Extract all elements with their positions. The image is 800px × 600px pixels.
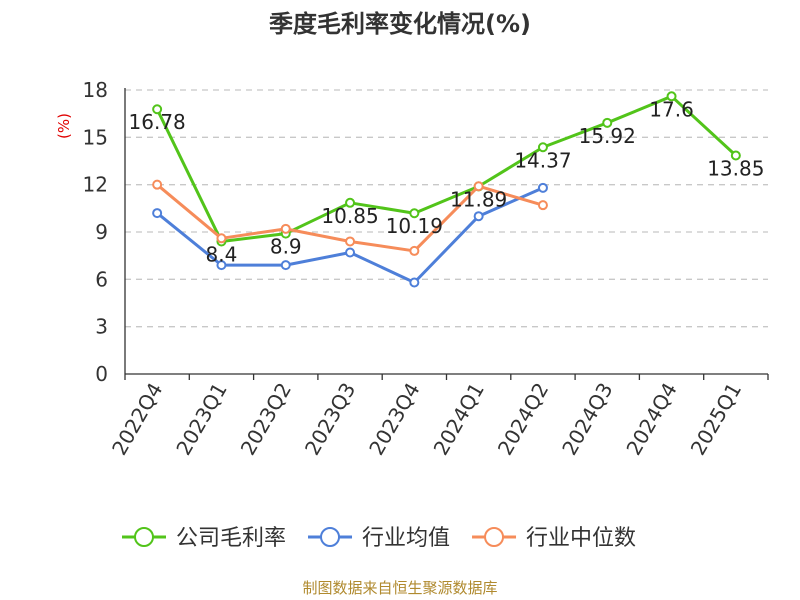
y-tick-label: 0 <box>95 362 108 386</box>
x-tick-label: 2023Q1 <box>171 379 231 460</box>
data-point <box>216 233 227 244</box>
data-point <box>537 142 548 153</box>
x-tick-label: 2025Q1 <box>686 379 746 460</box>
data-point <box>537 200 548 211</box>
legend: 公司毛利率 行业均值 行业中位数 <box>122 526 636 551</box>
y-tick-label: 6 <box>95 267 108 291</box>
data-point <box>602 117 613 128</box>
data-point <box>345 197 356 208</box>
data-label: 8.4 <box>206 242 238 266</box>
x-tick-label: 2023Q3 <box>300 379 360 460</box>
data-point <box>280 223 291 234</box>
y-tick-label: 12 <box>83 173 108 197</box>
data-point <box>152 179 163 190</box>
data-point <box>345 247 356 258</box>
data-point <box>280 260 291 271</box>
series-lines <box>152 91 741 288</box>
x-tick-label: 2024Q1 <box>429 379 489 460</box>
source-note: 制图数据来自恒生聚源数据库 <box>302 579 497 597</box>
y-tick-label: 18 <box>83 78 108 102</box>
data-label: 13.85 <box>707 156 764 180</box>
x-tick-label: 2024Q2 <box>493 379 553 460</box>
x-tick-label: 2023Q4 <box>364 379 424 460</box>
legend-label: 行业中位数 <box>526 526 636 551</box>
y-axis-unit: (%) <box>55 113 73 139</box>
data-label: 10.85 <box>321 204 378 228</box>
data-point <box>345 236 356 247</box>
data-point <box>409 208 420 219</box>
chart-title: 季度毛利率变化情况(%) <box>269 10 531 38</box>
legend-marker <box>484 527 505 547</box>
y-tick-label: 15 <box>83 125 108 149</box>
data-label: 11.89 <box>450 187 507 211</box>
legend-label: 公司毛利率 <box>176 526 286 551</box>
data-label: 15.92 <box>579 124 636 148</box>
axes: 0 3 6 9 12 15 18 2022Q4 2023Q1 2023Q2 2023Q3 2023Q4… <box>83 78 769 460</box>
grid-lines <box>125 89 768 328</box>
y-tick-label: 3 <box>95 315 108 339</box>
data-labels: 16.78 8.4 8.9 10.85 10.19 11.89 14.37 15.92 17.6… <box>129 97 765 266</box>
data-label: 8.9 <box>270 235 302 259</box>
data-point <box>409 245 420 256</box>
data-label: 10.19 <box>386 214 443 238</box>
x-tick-label: 2023Q2 <box>236 379 296 460</box>
legend-label: 行业均值 <box>362 526 450 551</box>
data-point <box>216 260 227 271</box>
data-label: 16.78 <box>129 110 186 134</box>
data-point <box>730 150 741 161</box>
data-point <box>409 277 420 288</box>
x-tick-label: 2024Q3 <box>557 379 617 460</box>
legend-marker <box>320 527 341 547</box>
data-point <box>152 104 163 115</box>
data-point <box>666 91 677 102</box>
data-label: 14.37 <box>514 148 571 172</box>
data-point <box>473 181 484 192</box>
x-tick-label: 2022Q4 <box>107 379 167 460</box>
data-point <box>152 208 163 219</box>
x-tick-label: 2024Q4 <box>621 379 681 460</box>
data-point <box>537 182 548 193</box>
series-line <box>155 94 737 243</box>
data-point <box>473 211 484 222</box>
y-tick-label: 9 <box>95 220 108 244</box>
data-label: 17.6 <box>649 97 694 121</box>
legend-marker <box>134 527 154 547</box>
